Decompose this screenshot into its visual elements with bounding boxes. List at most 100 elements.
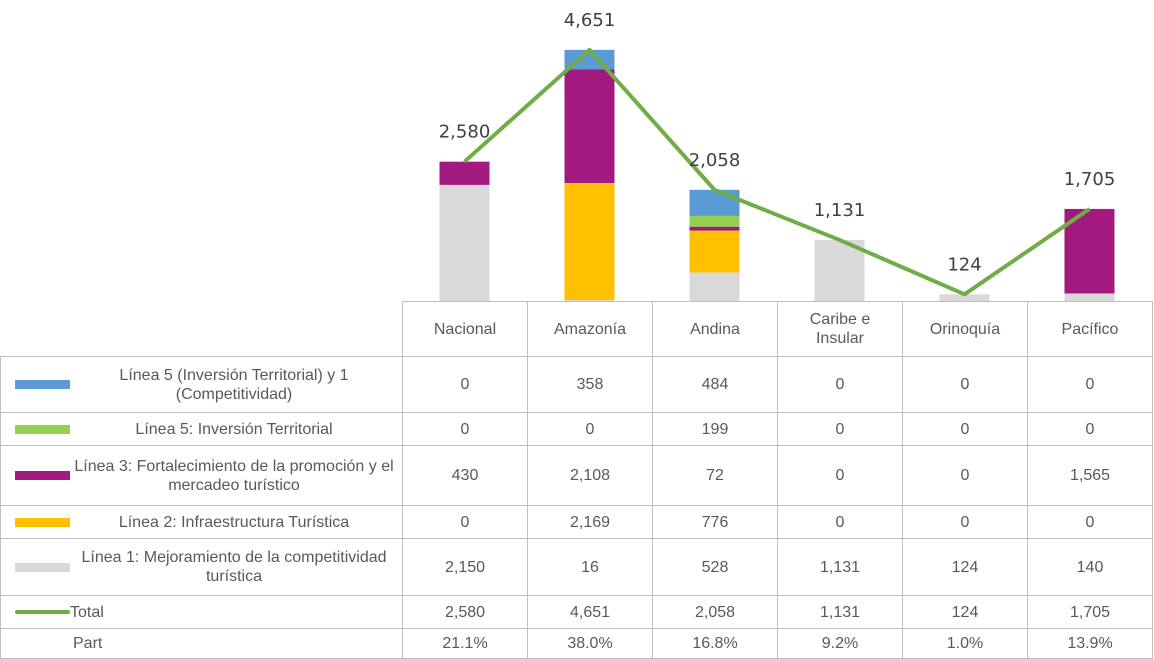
table-value: 1,131 bbox=[777, 538, 903, 596]
table-value: 0 bbox=[902, 356, 1028, 413]
legend-label: Línea 2: Infraestructura Turística bbox=[118, 513, 350, 531]
table-value: 0 bbox=[777, 412, 903, 446]
legend-swatch bbox=[15, 562, 70, 572]
row-label: Línea 3: Fortalecimiento de la promoción… bbox=[15, 457, 398, 495]
table-value: 1,565 bbox=[1027, 445, 1153, 506]
table-value: 21.1% bbox=[402, 628, 528, 659]
bar-segment bbox=[689, 272, 740, 301]
table-value: 72 bbox=[652, 445, 778, 506]
table-value: 0 bbox=[902, 505, 1028, 539]
table-value: 1.0% bbox=[902, 628, 1028, 659]
table-value: 4,651 bbox=[527, 595, 653, 629]
row-label-cell: Línea 2: Infraestructura Turística bbox=[0, 505, 403, 539]
category-label: Amazonía bbox=[527, 301, 653, 357]
legend-swatch bbox=[15, 380, 70, 389]
row-label: Línea 5 (Inversión Territorial) y 1 (Com… bbox=[15, 366, 398, 404]
table-value: 124 bbox=[902, 595, 1028, 629]
category-label: Pacífico bbox=[1027, 301, 1153, 357]
legend-label: Línea 1: Mejoramiento de la competitivid… bbox=[81, 549, 387, 585]
bar-segment bbox=[439, 161, 490, 185]
bar-segment bbox=[564, 300, 615, 301]
table-value: 38.0% bbox=[527, 628, 653, 659]
table-value: 484 bbox=[652, 356, 778, 413]
total-line bbox=[463, 47, 1091, 297]
table-value: 0 bbox=[402, 356, 528, 413]
row-label: Línea 1: Mejoramiento de la competitivid… bbox=[15, 548, 398, 586]
table-value: 0 bbox=[527, 412, 653, 446]
row-label-cell: Línea 3: Fortalecimiento de la promoción… bbox=[0, 445, 403, 506]
table-value: 16 bbox=[527, 538, 653, 596]
bar-segment bbox=[564, 69, 615, 184]
data-table: Nacional Amazonía Andina Caribe e Insular Or… bbox=[0, 301, 1153, 659]
category-label: Orinoquía bbox=[902, 301, 1028, 357]
table-value: 0 bbox=[777, 505, 903, 539]
legend-swatch bbox=[15, 424, 70, 434]
bar-segment bbox=[689, 189, 740, 216]
table-value: 1,131 bbox=[777, 595, 903, 629]
bar-segment bbox=[814, 239, 865, 301]
table-row: Línea 3: Fortalecimiento de la promoción… bbox=[0, 445, 1153, 506]
row-label-cell: Línea 5 (Inversión Territorial) y 1 (Com… bbox=[0, 356, 403, 413]
table-value: 199 bbox=[652, 412, 778, 446]
table-value: 2,169 bbox=[527, 505, 653, 539]
row-label-cell: Línea 1: Mejoramiento de la competitivid… bbox=[0, 538, 403, 596]
legend-swatch bbox=[15, 517, 70, 527]
legend-label: Total bbox=[70, 603, 104, 621]
data-label: 4,651 bbox=[564, 10, 616, 31]
table-row: Línea 5 (Inversión Territorial) y 1 (Com… bbox=[0, 356, 1153, 413]
legend-label: Part bbox=[73, 635, 103, 652]
table-value: 0 bbox=[402, 412, 528, 446]
data-label: 124 bbox=[947, 254, 981, 275]
table-row: Línea 2: Infraestructura Turística 0 2,169… bbox=[0, 505, 1153, 539]
bar-segment bbox=[939, 294, 990, 301]
data-label: 1,131 bbox=[814, 200, 866, 221]
table-value: 0 bbox=[777, 356, 903, 413]
bar-segment bbox=[689, 215, 740, 227]
table-value: 2,108 bbox=[527, 445, 653, 506]
table-value: 124 bbox=[902, 538, 1028, 596]
table-value: 776 bbox=[652, 505, 778, 539]
table-row: Total 2,580 4,651 2,058 1,131 124 1,705 bbox=[0, 595, 1153, 629]
legend-swatch bbox=[15, 610, 70, 614]
legend-label: Línea 5 (Inversión Territorial) y 1 (Com… bbox=[119, 366, 349, 403]
row-label: Total bbox=[15, 603, 398, 622]
bar-segment bbox=[439, 184, 490, 301]
table-row: Línea 5: Inversión Territorial 0 0 199 0 0 0 bbox=[0, 412, 1153, 446]
row-label-cell: Total bbox=[0, 595, 403, 629]
row-label-cell: Línea 5: Inversión Territorial bbox=[0, 412, 403, 446]
row-label: Línea 5: Inversión Territorial bbox=[15, 420, 398, 439]
table-value: 2,058 bbox=[652, 595, 778, 629]
table-value: 13.9% bbox=[1027, 628, 1153, 659]
header-row: Nacional Amazonía Andina Caribe e Insular Or… bbox=[0, 301, 1153, 357]
table-value: 528 bbox=[652, 538, 778, 596]
legend-label: Línea 5: Inversión Territorial bbox=[135, 420, 333, 438]
table-value: 430 bbox=[402, 445, 528, 506]
data-label: 2,580 bbox=[439, 122, 491, 143]
category-label: Caribe e Insular bbox=[777, 301, 903, 357]
table-value: 0 bbox=[902, 412, 1028, 446]
table-row: Part 21.1% 38.0% 16.8% 9.2% 1.0% 13.9% bbox=[0, 628, 1153, 659]
table-value: 0 bbox=[902, 445, 1028, 506]
category-label: Andina bbox=[652, 301, 778, 357]
row-label-cell: Part bbox=[0, 628, 403, 659]
table-value: 0 bbox=[402, 505, 528, 539]
row-label: Part bbox=[15, 634, 398, 653]
table-value: 2,580 bbox=[402, 595, 528, 629]
bar-segment bbox=[564, 183, 615, 301]
table-value: 16.8% bbox=[652, 628, 778, 659]
table-value: 9.2% bbox=[777, 628, 903, 659]
bar-segment bbox=[1064, 293, 1115, 301]
legend-swatch bbox=[15, 471, 70, 480]
blank-cell bbox=[0, 301, 403, 357]
table-value: 0 bbox=[1027, 412, 1153, 446]
table-value: 0 bbox=[1027, 505, 1153, 539]
table-value: 1,705 bbox=[1027, 595, 1153, 629]
table-value: 358 bbox=[527, 356, 653, 413]
chart: 2,580 4,651 2,058 1,131 124 1,705 bbox=[439, 10, 1116, 301]
table-value: 0 bbox=[1027, 356, 1153, 413]
legend-label: Línea 3: Fortalecimiento de la promoción… bbox=[74, 457, 394, 494]
data-label: 2,058 bbox=[689, 150, 741, 171]
data-label: 1,705 bbox=[1064, 169, 1116, 190]
bar-segment bbox=[689, 230, 740, 273]
